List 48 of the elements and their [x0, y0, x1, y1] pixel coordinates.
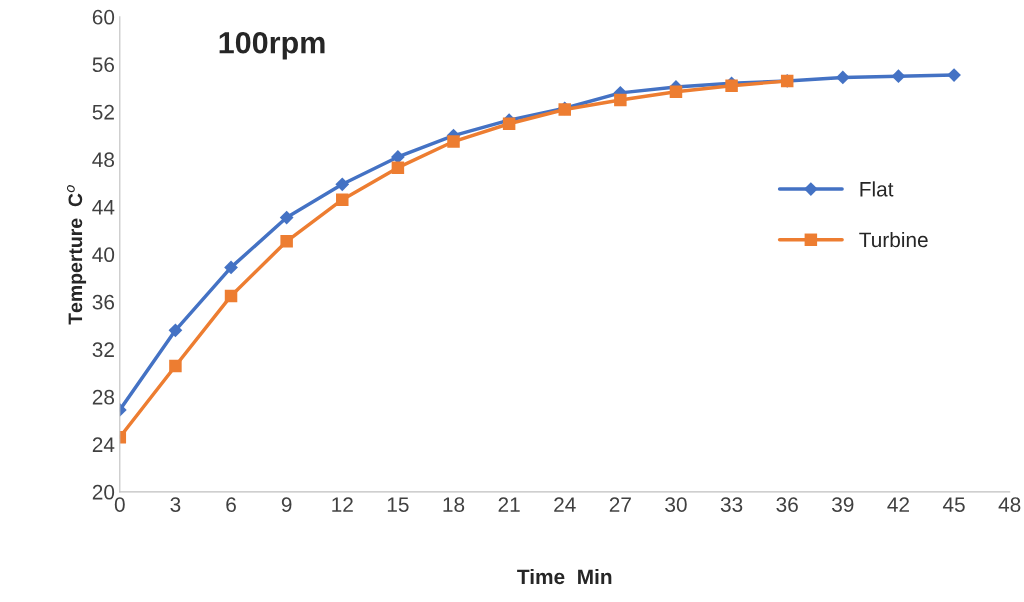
point	[224, 260, 238, 275]
legend-label: Flat	[860, 181, 894, 197]
chart-title: 100rpm	[219, 31, 325, 60]
point	[335, 177, 350, 192]
x-tick-label: 39	[832, 497, 854, 512]
x-tick-label: 12	[332, 497, 353, 512]
x-tick-label: 30	[665, 497, 687, 512]
y-axis-title: Temperture C$^{o}$	[66, 185, 87, 325]
x-tick-label: 27	[609, 497, 631, 512]
y-tick-label: 44	[92, 200, 115, 215]
point	[279, 210, 294, 225]
x-tick-label: 6	[226, 497, 236, 512]
y-tick-label: 40	[92, 247, 115, 263]
y-tick-label: 32	[92, 342, 114, 358]
y-tick-label: 52	[92, 104, 114, 120]
point	[391, 161, 405, 174]
point	[169, 359, 182, 373]
x-tick-label: 21	[498, 497, 520, 512]
y-tick-label: 28	[92, 389, 115, 405]
y-tick-label: 60	[92, 9, 115, 25]
x-axis-title: Time Min	[517, 568, 612, 585]
point	[614, 93, 627, 107]
y-tick-label: 20	[92, 484, 115, 500]
point	[447, 135, 460, 148]
x-tick-label: 33	[720, 497, 743, 512]
x-tick-label: 24	[554, 497, 576, 512]
x-tick-label: 3	[170, 497, 181, 512]
point	[835, 70, 850, 85]
x-tick-label: 9	[281, 497, 292, 512]
y-tick-label: 48	[92, 152, 115, 168]
point	[336, 193, 349, 206]
legend-label: Turbine	[859, 231, 928, 248]
y-tick-label: 36	[92, 294, 115, 310]
x-tick-label: 48	[998, 497, 1021, 512]
y-tick-label: 24	[92, 437, 115, 452]
x-tick-label: 18	[443, 497, 465, 512]
x-tick-label: 0	[114, 497, 125, 512]
point	[669, 85, 683, 98]
x-tick-label: 45	[942, 497, 965, 512]
point	[224, 289, 238, 303]
y-tick-label: 56	[92, 57, 115, 73]
x-tick-label: 36	[776, 497, 798, 512]
point	[280, 235, 293, 248]
point	[168, 323, 183, 338]
point	[891, 69, 906, 84]
x-tick-label: 42	[887, 497, 909, 512]
x-tick-label: 15	[387, 497, 409, 512]
point	[502, 117, 516, 130]
